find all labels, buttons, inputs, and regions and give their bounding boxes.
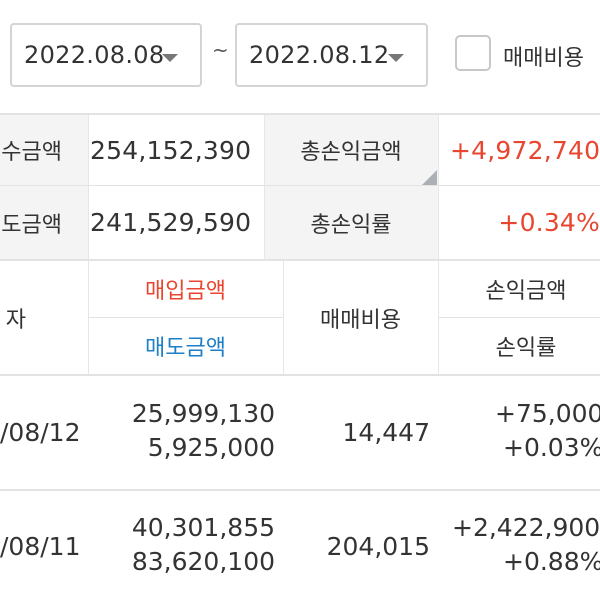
summary-label-bg (264, 115, 438, 259)
tooltip-corner-icon[interactable] (422, 170, 437, 185)
row-sell-amount: 83,620,100 (131, 547, 275, 576)
fee-checkbox[interactable] (455, 35, 491, 71)
start-date-value: 2022.08.08 (24, 41, 165, 69)
divider (283, 261, 284, 374)
row-sell-amount: 5,925,000 (147, 433, 275, 462)
divider (438, 317, 600, 318)
fee-checkbox-label: 매매비용 (503, 46, 584, 71)
total-rate-label: 총손익률 (310, 212, 392, 238)
column-header-fee: 매매비용 (320, 307, 401, 333)
chevron-down-icon (162, 54, 178, 62)
column-header-rate: 손익률 (495, 336, 557, 361)
divider (264, 115, 265, 259)
end-date-select[interactable]: 2022.08.12 (235, 23, 428, 87)
buy-amount-value: 254,152,390 (90, 135, 252, 165)
sell-amount-label: 도금액 (1, 212, 62, 238)
sell-amount-value: 241,529,590 (90, 208, 252, 237)
divider (438, 261, 439, 374)
summary-label-bg (0, 115, 88, 259)
row-date: /08/11 (0, 532, 81, 561)
row-rate: +0.88% (503, 547, 600, 576)
divider (88, 261, 89, 374)
divider (0, 489, 600, 491)
start-date-select[interactable]: 2022.08.08 (10, 23, 202, 87)
column-header-buy-amount: 매입금액 (145, 279, 226, 304)
divider (0, 374, 600, 376)
column-header-date: 자 (5, 307, 26, 333)
row-rate: +0.03% (503, 433, 600, 462)
row-profit: +2,422,900 (452, 513, 600, 542)
total-profit-value: +4,972,740 (450, 135, 600, 165)
row-fee: 204,015 (326, 532, 430, 561)
date-range-separator: ~ (212, 38, 229, 62)
divider (88, 115, 89, 259)
total-rate-value: +0.34% (498, 208, 600, 237)
column-header-profit: 손익금액 (485, 279, 567, 304)
row-fee: 14,447 (342, 418, 430, 447)
column-header-sell-amount: 매도금액 (145, 336, 226, 361)
end-date-value: 2022.08.12 (249, 41, 390, 69)
buy-amount-label: 수금액 (1, 140, 62, 165)
total-profit-label: 총손익금액 (300, 140, 402, 165)
divider (88, 317, 283, 318)
row-date: /08/12 (0, 418, 81, 447)
divider (0, 185, 600, 186)
divider (438, 115, 439, 259)
divider (0, 113, 600, 115)
chevron-down-icon (388, 54, 404, 62)
row-buy-amount: 40,301,855 (131, 513, 275, 542)
divider (0, 259, 600, 261)
row-profit: +75,000 (495, 399, 600, 428)
row-buy-amount: 25,999,130 (131, 399, 275, 428)
